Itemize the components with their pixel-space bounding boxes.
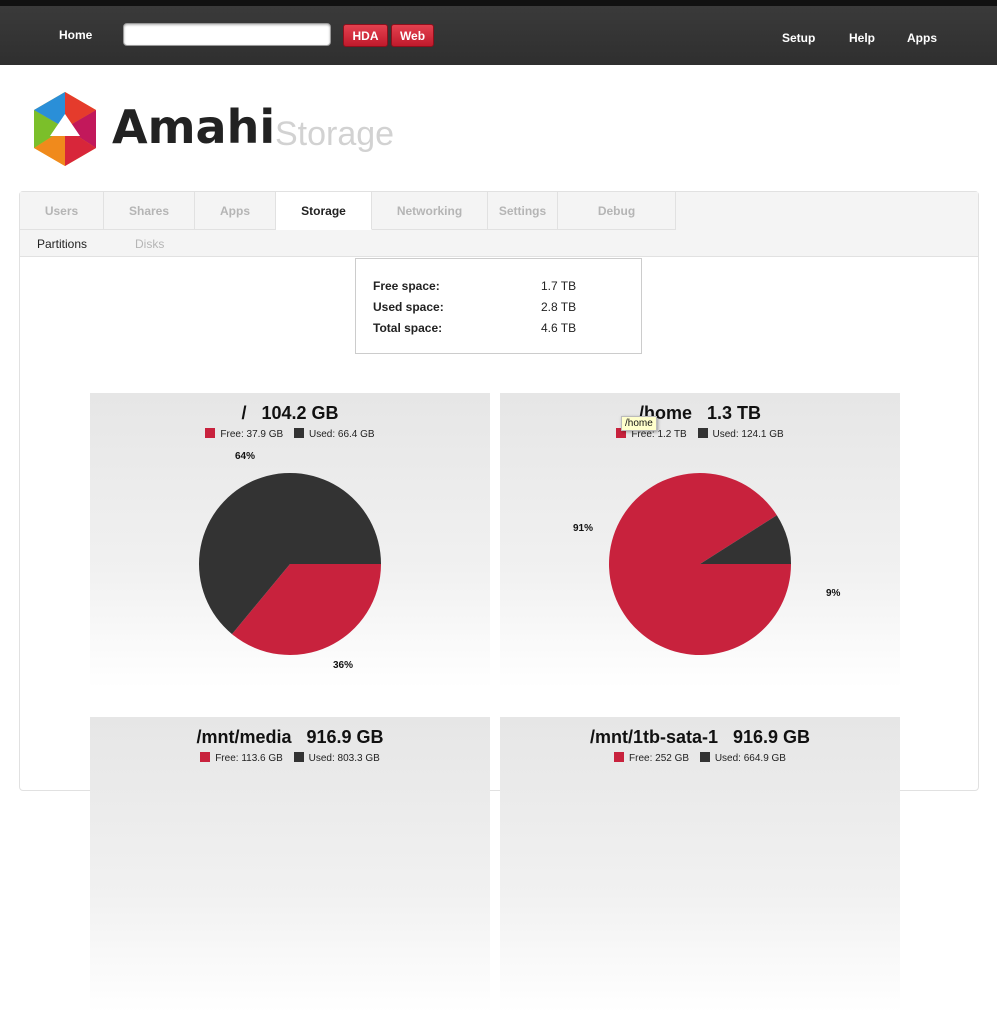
free-space-label: Free space: [373, 279, 440, 293]
chart-legend: Free: 37.9 GB Used: 66.4 GB [90, 428, 490, 440]
tab-networking[interactable]: Networking [372, 192, 488, 230]
help-link[interactable]: Help [849, 31, 876, 45]
pie-slice-free [609, 473, 791, 655]
web-search-button[interactable]: Web [391, 24, 434, 47]
pie-percent-label-free: 91% [573, 523, 593, 534]
tab-bar: Users Shares Apps Storage Networking Set… [20, 192, 978, 257]
chart-legend: Free: 1.2 TB Used: 124.1 GB [500, 428, 900, 440]
free-space-value: 1.7 TB [541, 279, 577, 293]
pie-percent-label-used: 64% [235, 451, 255, 462]
chart-legend: Free: 252 GB Used: 664.9 GB [500, 752, 900, 764]
legend-free: Free: 1.2 TB [631, 429, 687, 440]
chart-panel-mnt-1tb-sata-1: /mnt/1tb-sata-1 916.9 GB Free: 252 GB Us… [500, 717, 900, 1012]
free-swatch [616, 428, 627, 438]
pie-percent-label-used: 9% [826, 588, 841, 599]
legend-free: Free: 37.9 GB [220, 429, 284, 440]
legend-free: Free: 252 GB [629, 753, 690, 764]
hda-search-button[interactable]: HDA [343, 24, 388, 47]
search-input[interactable] [123, 23, 331, 46]
chart-title: /mnt/1tb-sata-1 916.9 GB [589, 727, 811, 747]
used-swatch [293, 752, 304, 762]
tab-users[interactable]: Users [20, 192, 104, 230]
used-swatch [697, 428, 708, 438]
storage-summary: Free space: 1.7 TB Used space: 2.8 TB To… [355, 258, 642, 354]
subtab-partitions[interactable]: Partitions [37, 237, 88, 251]
chart-panel-mnt-media: /mnt/media 916.9 GB Free: 113.6 GB Used:… [90, 717, 490, 1012]
tab-shares[interactable]: Shares [104, 192, 195, 230]
pie-slice-free [231, 564, 381, 655]
free-swatch [205, 428, 216, 438]
chart-title: / 104.2 GB [241, 403, 339, 423]
legend-used: Used: 664.9 GB [714, 753, 786, 764]
total-space-value: 4.6 TB [541, 321, 577, 335]
tab-debug[interactable]: Debug [558, 192, 676, 230]
tab-apps[interactable]: Apps [195, 192, 276, 230]
apps-link[interactable]: Apps [907, 31, 937, 45]
legend-used: Used: 66.4 GB [309, 429, 375, 440]
chart-panel-root: / 104.2 GB Free: 37.9 GB Used: 66.4 GB 3… [90, 393, 490, 688]
pie-chart: 36% 64% [198, 451, 381, 671]
amahi-logo-icon [34, 92, 96, 166]
chart-title: /home 1.3 TB [638, 403, 762, 423]
brand-name: Amahi [112, 100, 276, 154]
used-space-label: Used space: [373, 300, 444, 314]
tab-storage[interactable]: Storage [276, 192, 372, 230]
used-swatch [294, 428, 304, 438]
used-space-value: 2.8 TB [541, 300, 577, 314]
home-link[interactable]: Home [59, 28, 93, 42]
chart-legend: Free: 113.6 GB Used: 803.3 GB [90, 752, 490, 764]
page-title: Storage [275, 115, 395, 153]
total-space-label: Total space: [373, 321, 443, 335]
legend-free: Free: 113.6 GB [215, 753, 283, 764]
free-swatch [614, 752, 625, 762]
free-swatch [200, 752, 211, 762]
subtab-disks[interactable]: Disks [135, 237, 165, 251]
chart-title: /mnt/media 916.9 GB [196, 727, 384, 747]
setup-link[interactable]: Setup [782, 31, 816, 45]
legend-used: Used: 803.3 GB [308, 753, 380, 764]
used-swatch [699, 752, 710, 762]
tooltip: /home [621, 416, 657, 431]
pie-percent-label-free: 36% [333, 660, 353, 671]
legend-used: Used: 124.1 GB [712, 429, 784, 440]
chart-panel-home: /home 1.3 TB Free: 1.2 TB Used: 124.1 GB… [500, 393, 900, 688]
pie-chart: 91% 9% [573, 473, 841, 655]
tab-settings[interactable]: Settings [488, 192, 558, 230]
pie-slice-used [198, 473, 381, 635]
top-navigation-bar: Home HDA Web Setup Help Apps [0, 0, 997, 65]
pie-slice-used [700, 515, 791, 564]
